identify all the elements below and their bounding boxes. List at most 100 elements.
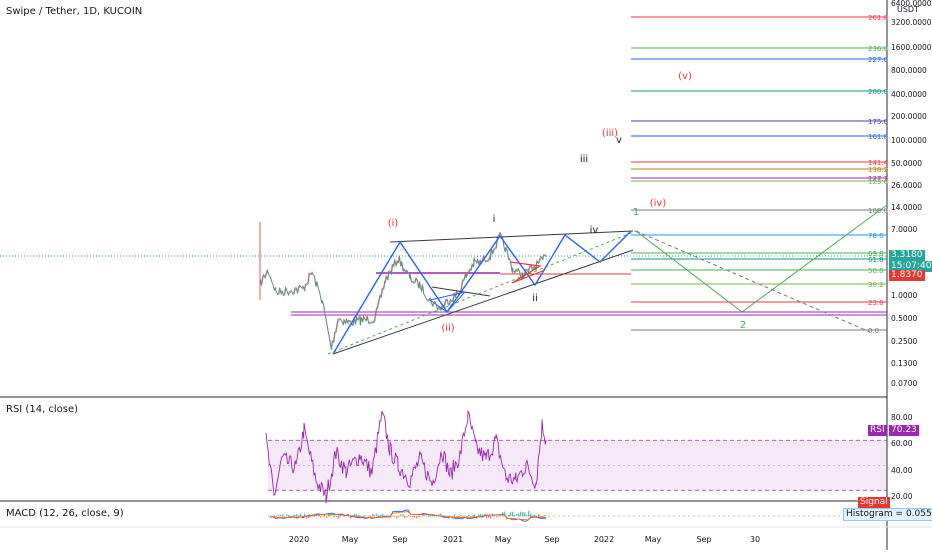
macd-histogram-bar [292,515,293,516]
macd-histogram-bar [414,516,415,517]
macd-histogram-bar [368,516,369,517]
histogram-value: 0.0559 [906,509,932,519]
time-tick-label: 2020 [289,535,309,544]
macd-histogram-bar [506,515,507,516]
macd-histogram-bar [382,514,383,516]
price-tick-label: 800.0000 [891,66,927,75]
symbol-title[interactable]: Swipe / Tether, 1D, KUCOIN [6,6,142,17]
wave-label: 2 [740,320,746,331]
projection-dashed [636,231,870,332]
time-tick-label: 2022 [594,535,614,544]
wave-label: (v) [678,71,692,82]
signal-badge: Signal [858,497,890,508]
macd-histogram-bar [420,516,421,517]
wave-label: v [616,135,622,146]
macd-histogram-bar [522,512,523,516]
fib-level-label: 175.0 [868,118,888,126]
price-tick-label: 0.5000 [891,314,917,323]
macd-histogram-bar [534,515,535,516]
macd-histogram-bar [490,516,491,519]
wave-label: iii [580,154,588,165]
fib-level-label: 236.0 [868,45,888,53]
rsi-tick-label: 20.00 [891,492,913,501]
rsi-tick-label: 40.00 [891,466,913,475]
macd-histogram-bar [472,515,473,516]
price-tick-label: 1.0000 [891,291,917,300]
histogram-label: Histogram [846,509,893,519]
macd-histogram-bar [406,516,407,517]
time-tick-label: Sep [544,535,559,544]
fib-level-label: 0.0 [868,327,879,335]
histogram-badge: Histogram = 0.0559 [843,508,932,521]
currency-label: USDT [897,5,919,14]
macd-histogram-bar [518,513,519,516]
rsi-tick-label: 80.00 [891,413,913,422]
fib-level-label: 23.6 [868,299,884,307]
time-tick-label: May [495,535,512,544]
price-tick-label: 0.2500 [891,337,917,346]
fib-level-label: 38.2 [868,281,884,289]
price-tick-label: 3200.0000 [891,18,932,27]
price-tick-label: 200.0000 [891,112,927,121]
time-tick-label: Sep [696,535,711,544]
macd-histogram-bar [300,514,301,517]
price-tick-label: 1600.0000 [891,43,932,52]
macd-histogram-bar [398,516,399,517]
macd-histogram-bar [318,516,319,517]
macd-histogram-bar [280,515,281,517]
fib-level-label: 50.0 [868,267,884,275]
macd-histogram-bar [416,516,417,518]
macd-histogram-bar [454,514,455,516]
macd-histogram-bar [404,516,405,518]
macd-title[interactable]: MACD (12, 26, close, 9) [6,508,124,519]
macd-histogram-bar [396,516,397,519]
macd-histogram-bar [512,512,513,517]
macd-histogram-bar [364,515,365,516]
macd-histogram-bar [496,516,497,517]
level-badge: 1.8370 [889,270,925,281]
time-tick-label: 30 [750,535,760,544]
price-tick-label: 14.0000 [891,203,922,212]
fib-level-label: 78.6 [868,232,884,240]
trend-line-green [328,231,636,354]
wave-label: i [493,214,496,225]
macd-histogram-bar [422,515,423,516]
macd-histogram-bar [510,512,511,516]
macd-histogram-bar [474,515,475,517]
price-tick-label: 7.0000 [891,225,917,234]
macd-histogram-bar [400,515,401,517]
macd-histogram-bar [520,512,521,517]
fib-level-label: 100.0 [868,207,888,215]
macd-histogram-bar [372,514,373,516]
wave-label: (i) [388,218,399,229]
price-series-up [261,234,547,351]
macd-histogram-bar [392,516,393,517]
macd-histogram-bar [288,515,289,516]
wave-label: ii [532,293,538,304]
time-tick-label: Sep [392,535,407,544]
macd-histogram-bar [360,516,361,517]
fib-level-label: 261.8 [868,14,888,22]
macd-histogram-bar [376,514,377,517]
macd-histogram-bar [356,514,357,516]
macd-histogram-bar [428,516,429,517]
macd-histogram-bar [514,515,515,516]
macd-histogram-bar [402,514,403,516]
macd-histogram-bar [338,516,339,519]
macd-histogram-bar [278,516,279,517]
impulse-wave-path [333,231,631,354]
macd-histogram-bar [526,515,527,517]
macd-histogram-bar [508,515,509,516]
time-tick-label: May [342,535,359,544]
price-tick-label: 400.0000 [891,90,927,99]
fib-level-label: 61.8 [868,256,884,264]
macd-histogram-bar [530,514,531,517]
rsi-title[interactable]: RSI (14, close) [6,404,78,415]
macd-histogram-bar [326,516,327,518]
price-tick-label: 0.1300 [891,359,917,368]
macd-histogram-bar [460,515,461,516]
wave-label: (ii) [441,323,454,334]
macd-histogram-bar [276,515,277,516]
macd-histogram-bar [282,515,283,517]
